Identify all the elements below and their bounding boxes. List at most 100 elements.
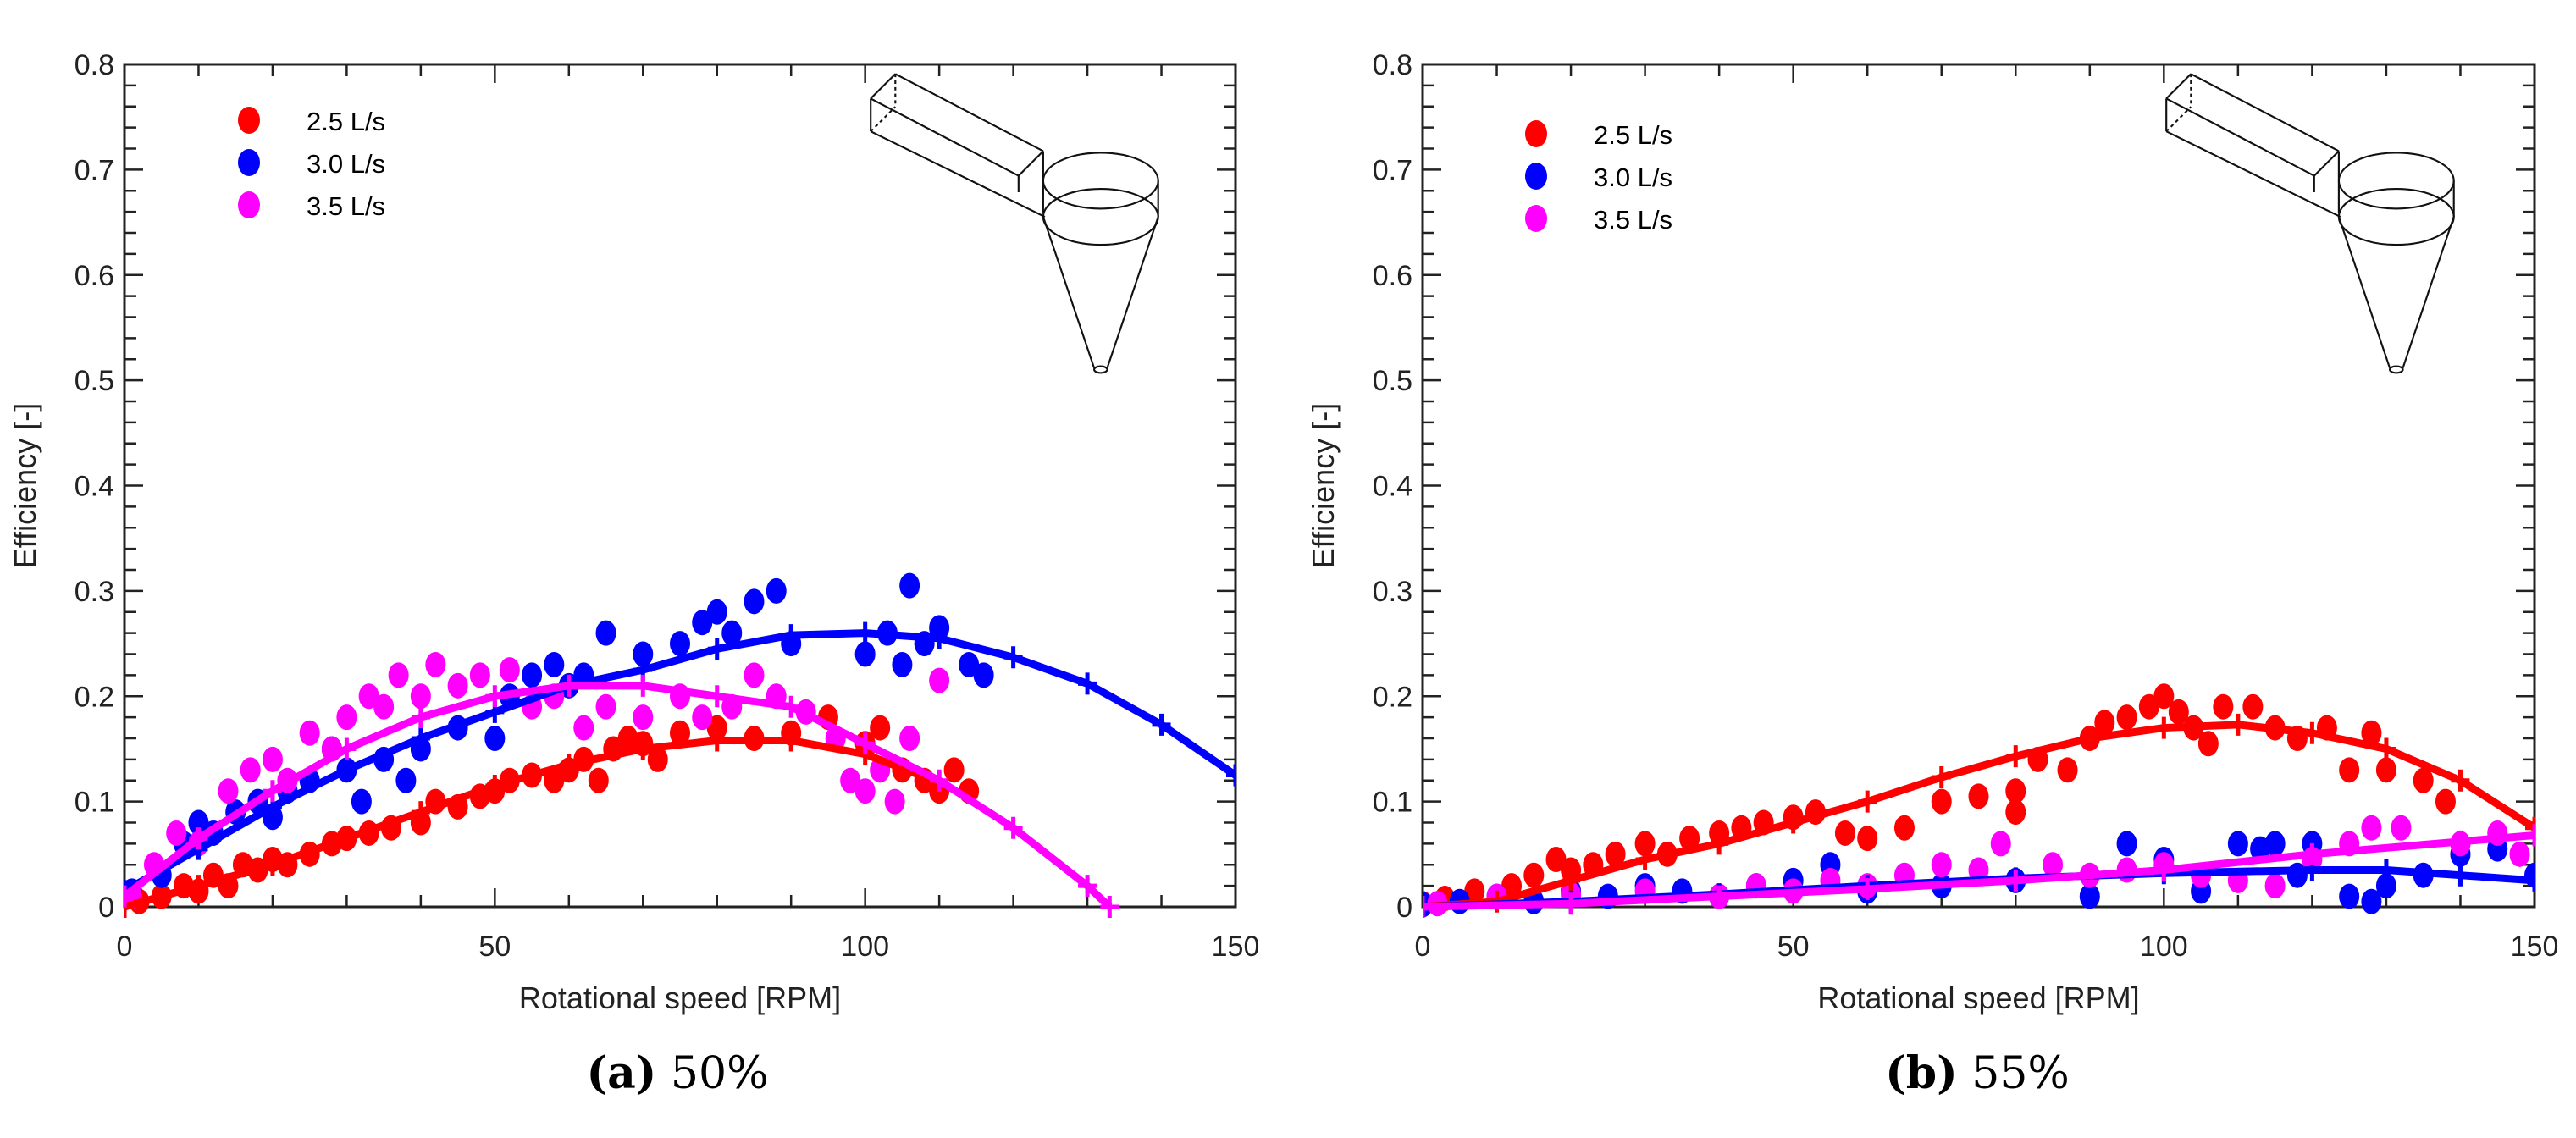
fit-marker <box>2451 769 2470 792</box>
data-point <box>336 704 357 731</box>
data-point <box>1857 826 1878 852</box>
panel-label: (b) <box>1885 1047 1958 1099</box>
y-tick-label: 0.4 <box>1373 471 1412 503</box>
data-point <box>2391 815 2412 841</box>
data-point <box>706 599 727 625</box>
y-tick-label: 0.1 <box>75 787 114 819</box>
data-point <box>1464 878 1485 904</box>
data-point <box>1634 831 1656 857</box>
schematic-cylinder-top <box>1042 152 1159 210</box>
legend-label: 3.0 L/s <box>1594 163 1672 192</box>
schematic-edge <box>1018 150 1044 177</box>
y-tick-label: 0.3 <box>75 576 114 608</box>
schematic-cylinder-bottom <box>2337 188 2455 246</box>
y-tick-label: 0.5 <box>75 365 114 397</box>
fit-marker <box>707 729 727 752</box>
data-point <box>218 778 239 804</box>
data-point <box>499 657 520 683</box>
panel-caption-text: 50% <box>671 1048 769 1099</box>
fit-marker <box>855 621 875 644</box>
fit-marker <box>2302 721 2322 744</box>
data-point <box>2043 852 2064 878</box>
data-point <box>573 715 594 741</box>
data-point <box>595 693 616 720</box>
y-axis-title: Efficiency [-] <box>8 403 42 568</box>
data-point <box>2057 757 2078 783</box>
y-tick-label: 0.7 <box>75 154 114 186</box>
panel-caption: (b) 55% <box>1885 1047 2070 1099</box>
data-point <box>840 767 861 793</box>
cyclone-schematic-icon <box>2165 73 2455 374</box>
data-point <box>522 662 543 688</box>
fit-marker <box>485 685 505 708</box>
y-tick-label: 0.5 <box>1373 365 1412 397</box>
data-point <box>943 757 965 783</box>
data-point <box>2435 788 2456 815</box>
fit-marker <box>1710 832 1729 855</box>
legend-label: 3.0 L/s <box>307 149 385 179</box>
data-point <box>469 662 490 688</box>
data-point <box>410 683 431 710</box>
data-point <box>262 746 283 772</box>
data-point <box>2509 841 2530 867</box>
data-point <box>2005 778 2026 804</box>
fit-marker <box>2376 737 2396 760</box>
legend-marker <box>238 191 260 218</box>
fit-marker <box>782 695 801 718</box>
y-tick-label: 0 <box>98 892 114 924</box>
data-point <box>188 809 209 836</box>
fit-marker <box>2006 869 2026 892</box>
data-point <box>484 726 506 751</box>
fit-marker <box>411 706 430 729</box>
schematic-outlet <box>2388 365 2404 374</box>
fit-marker <box>124 885 134 908</box>
data-point <box>870 715 891 741</box>
data-point <box>2138 693 2159 720</box>
data-point <box>899 572 920 599</box>
y-tick-label: 0.6 <box>75 260 114 292</box>
data-point <box>351 788 372 815</box>
fit-marker <box>2376 859 2396 881</box>
data-point <box>2361 888 2382 914</box>
panel-caption-text: 55% <box>1971 1048 2070 1099</box>
legend-label: 3.5 L/s <box>1594 205 1672 235</box>
data-point <box>425 651 446 677</box>
fit-marker <box>263 780 282 803</box>
data-point <box>595 620 616 646</box>
data-point <box>929 667 950 693</box>
panel-caption-spacer <box>656 1048 671 1099</box>
schematic-edge <box>894 73 1044 152</box>
fit-marker <box>411 801 430 824</box>
y-tick-label: 0.6 <box>1373 260 1412 292</box>
x-axis-title: Rotational speed [RPM] <box>1817 981 2139 1015</box>
schematic-edge <box>870 73 897 100</box>
data-point <box>959 651 980 677</box>
legend-marker <box>1525 120 1547 147</box>
data-point <box>1605 841 1626 867</box>
x-tick-label: 0 <box>1415 931 1431 963</box>
fit-marker <box>1100 896 1119 918</box>
data-point <box>706 715 727 741</box>
y-axis-title: Efficiency [-] <box>1306 403 1341 568</box>
schematic-edge <box>870 130 1046 218</box>
data-point <box>299 720 320 746</box>
data-point <box>721 620 743 646</box>
y-tick-label: 0.4 <box>75 471 114 503</box>
fit-marker <box>2006 745 2026 768</box>
x-tick-label: 150 <box>1212 931 1260 963</box>
fit-marker <box>1226 764 1235 787</box>
data-point <box>544 651 565 677</box>
fit-marker <box>337 827 357 850</box>
fit-marker <box>930 769 949 792</box>
data-point <box>2264 831 2286 857</box>
fit-marker <box>411 727 430 749</box>
schematic-cone-edge <box>1042 216 1096 368</box>
y-tick-label: 0.3 <box>1373 576 1412 608</box>
legend-label: 3.5 L/s <box>307 191 385 221</box>
cyclone-schematic-icon <box>870 73 1159 374</box>
data-point <box>373 693 395 720</box>
fit-marker <box>2080 727 2099 749</box>
schematic-cone-edge <box>1106 216 1159 368</box>
data-point <box>2005 799 2026 826</box>
